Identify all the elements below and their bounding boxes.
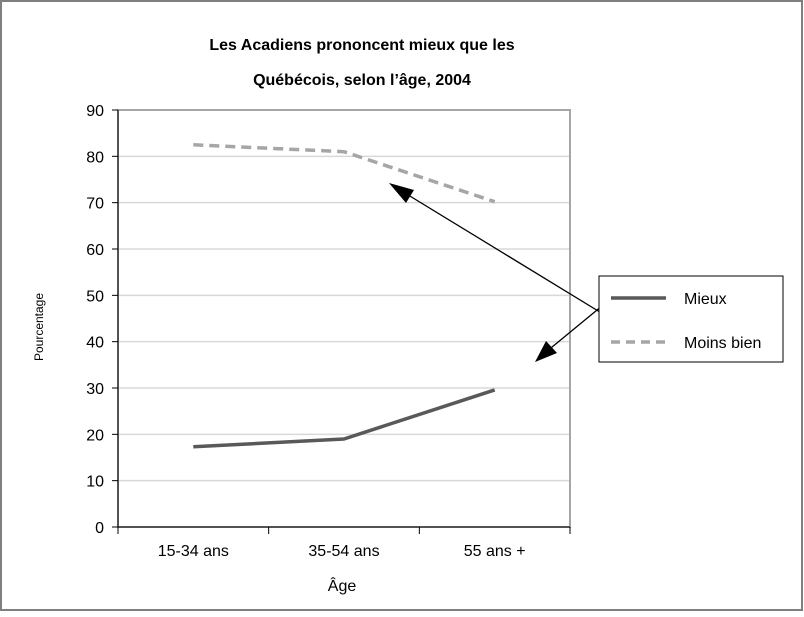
y-tick-label-80: 80 xyxy=(86,149,104,166)
y-tick-label-40: 40 xyxy=(86,335,104,352)
legend-label-moins-bien: Moins bien xyxy=(684,335,761,352)
legend: Mieux Moins bien xyxy=(599,276,783,362)
y-tick-label-0: 0 xyxy=(95,520,104,537)
y-tick-label-10: 10 xyxy=(86,474,104,491)
y-tick-label-30: 30 xyxy=(86,381,104,398)
y-tick-label-60: 60 xyxy=(86,242,104,259)
x-tick-label-2: 35-54 ans xyxy=(308,543,379,560)
x-tick-label-1: 15-34 ans xyxy=(158,543,229,560)
y-tick-label-50: 50 xyxy=(86,288,104,305)
legend-label-mieux: Mieux xyxy=(684,291,727,308)
x-tick-label-3: 55 ans + xyxy=(464,543,526,560)
y-tick-label-70: 70 xyxy=(86,196,104,213)
x-axis-label: Âge xyxy=(328,576,357,595)
y-tick-label-20: 20 xyxy=(86,427,104,444)
y-axis-label: Pourcentage xyxy=(32,293,46,361)
y-tick-label-90: 90 xyxy=(86,103,104,120)
x-tick-labels: 15-34 ans 35-54 ans 55 ans + xyxy=(158,543,526,560)
chart-title-line-2: Québécois, selon l’âge, 2004 xyxy=(253,72,471,89)
chart-title-line-1: Les Acadiens prononcent mieux que les xyxy=(209,37,514,54)
